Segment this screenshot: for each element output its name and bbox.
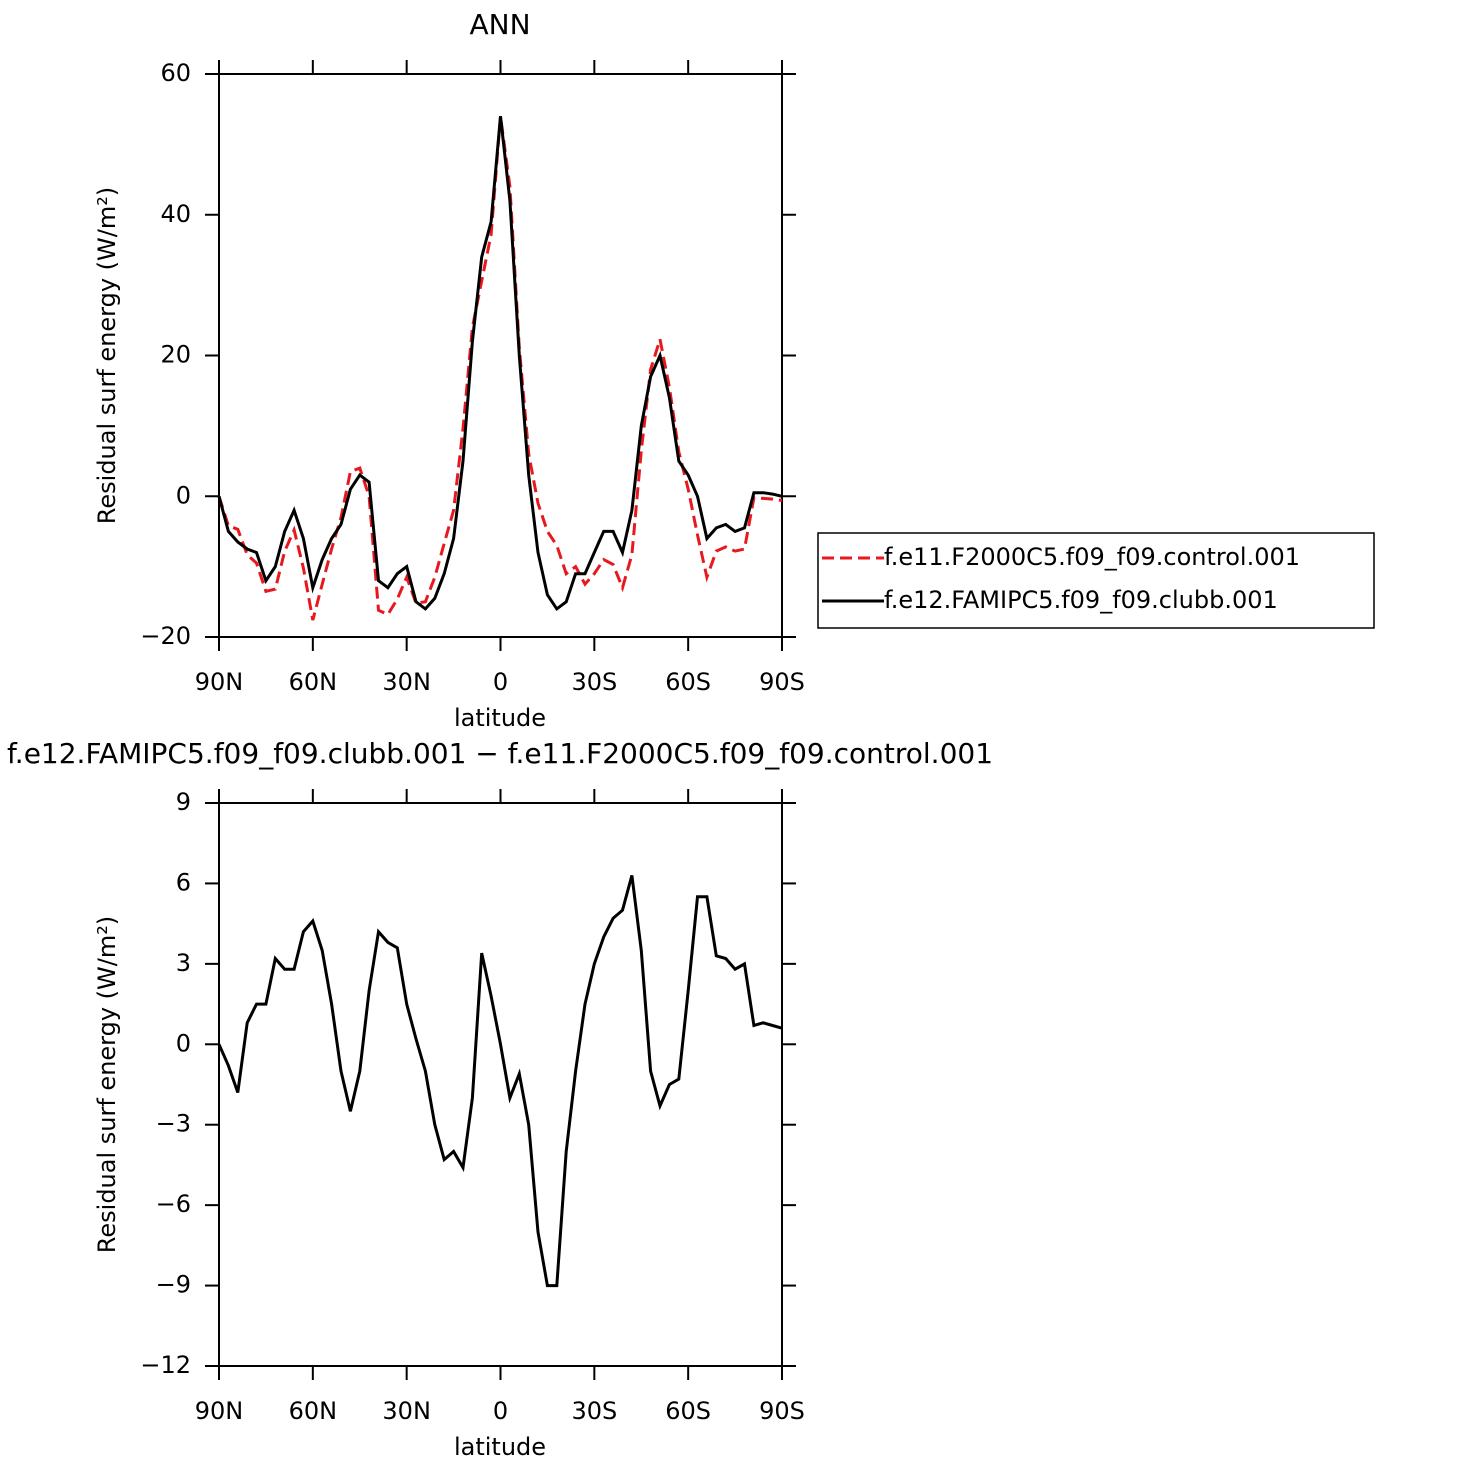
x-tick-label: 90S	[759, 668, 805, 696]
x-tick-label: 60N	[289, 1397, 338, 1425]
y-tick-label: −3	[156, 1110, 191, 1138]
plot-frame	[218, 802, 783, 1367]
x-tick-label: 90N	[195, 1397, 244, 1425]
x-tick-label: 90N	[195, 668, 244, 696]
data-line	[217, 116, 783, 612]
x-tick-label: 90S	[759, 1397, 805, 1425]
x-tick-label: 0	[493, 668, 508, 696]
y-tick-label: 9	[176, 788, 191, 816]
y-tick-label: 20	[160, 341, 191, 369]
y-tick-label: 0	[176, 481, 191, 509]
y-tick-label: −9	[156, 1271, 191, 1299]
x-tick-label: 60N	[289, 668, 338, 696]
y-axis-label: Residual surf energy (W/m²)	[93, 916, 121, 1253]
x-tick-label: 30N	[382, 1397, 431, 1425]
y-tick-label: 3	[176, 949, 191, 977]
legend-box	[817, 532, 1375, 629]
x-tick-label: 30S	[571, 1397, 617, 1425]
y-tick-label: 60	[160, 59, 191, 87]
y-axis-label: Residual surf energy (W/m²)	[93, 187, 121, 524]
x-axis-label: latitude	[454, 1433, 546, 1461]
x-axis-label: latitude	[454, 704, 546, 732]
legend-label: f.e12.FAMIPC5.f09_f09.clubb.001	[884, 586, 1278, 614]
y-tick-label: 6	[176, 868, 191, 896]
chart-title: f.e12.FAMIPC5.f09_f09.clubb.001 − f.e11.…	[7, 737, 993, 770]
x-tick-label: 60S	[665, 668, 711, 696]
y-tick-label: 0	[176, 1029, 191, 1057]
plot-frame	[218, 73, 783, 638]
y-tick-label: −20	[140, 622, 191, 650]
x-tick-label: 0	[493, 1397, 508, 1425]
y-tick-label: 40	[160, 200, 191, 228]
legend-label: f.e11.F2000C5.f09_f09.control.001	[884, 543, 1300, 571]
x-tick-label: 30N	[382, 668, 431, 696]
y-tick-label: −6	[156, 1190, 191, 1218]
data-line	[217, 875, 783, 1288]
x-tick-label: 60S	[665, 1397, 711, 1425]
x-tick-label: 30S	[571, 668, 617, 696]
y-tick-label: −12	[140, 1351, 191, 1379]
data-line	[217, 116, 783, 621]
chart-title: ANN	[469, 8, 530, 41]
